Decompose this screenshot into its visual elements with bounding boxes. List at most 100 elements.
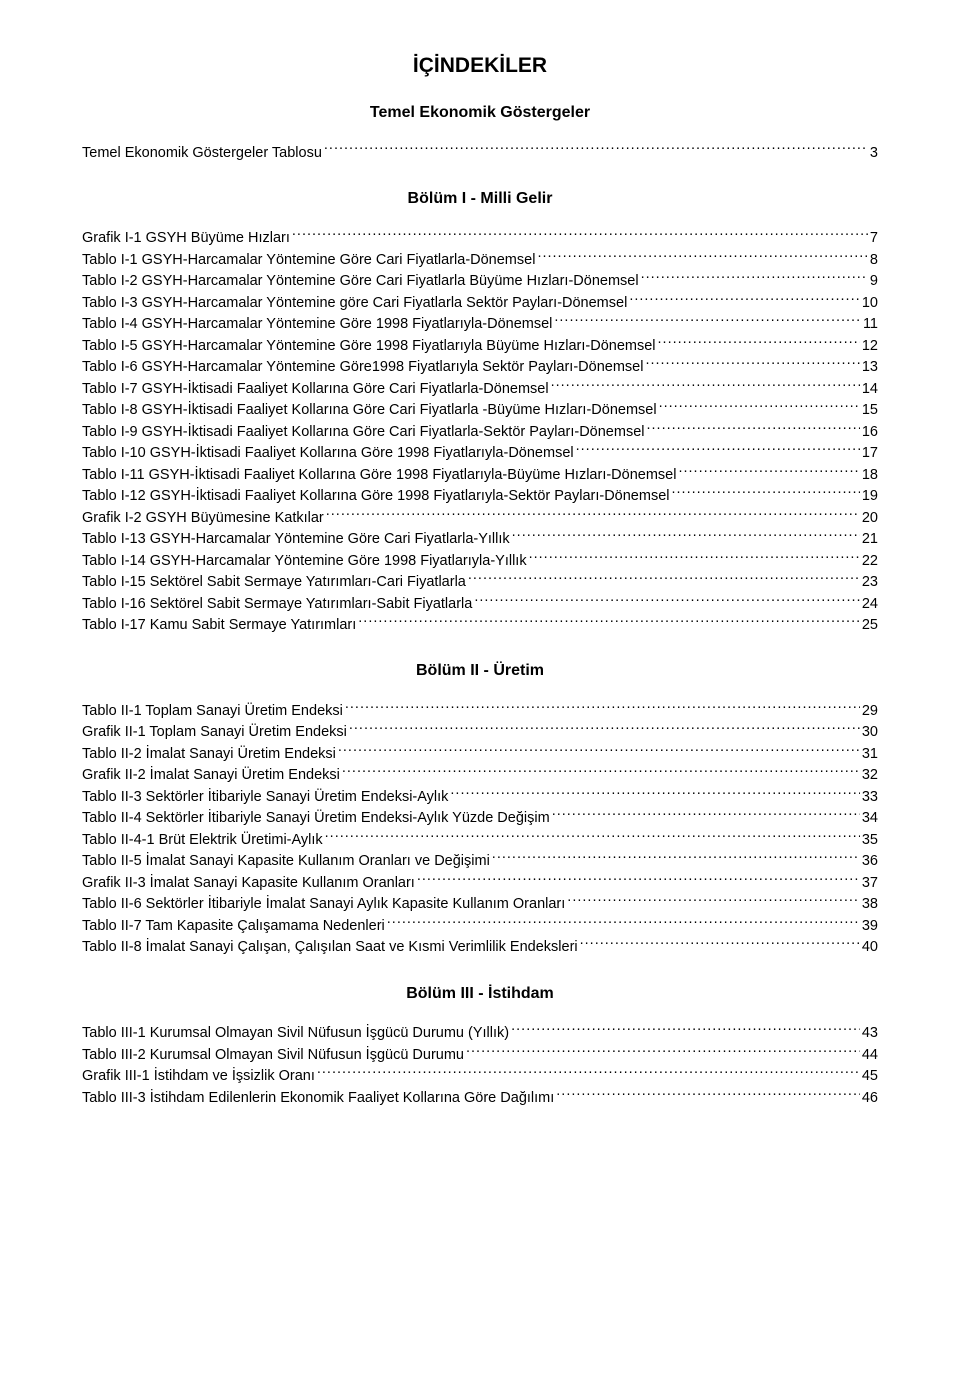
toc-leader-dots <box>580 937 860 952</box>
toc-label: Tablo I-1 GSYH-Harcamalar Yöntemine Göre… <box>82 250 535 271</box>
toc-row: Tablo I-4 GSYH-Harcamalar Yöntemine Göre… <box>82 314 878 336</box>
toc-leader-dots <box>645 357 859 372</box>
toc-label: Tablo III-3 İstihdam Edilenlerin Ekonomi… <box>82 1088 554 1109</box>
toc-label: Tablo I-2 GSYH-Harcamalar Yöntemine Göre… <box>82 271 639 292</box>
toc-row: Tablo I-3 GSYH-Harcamalar Yöntemine göre… <box>82 292 878 314</box>
toc-page-number: 21 <box>862 529 878 550</box>
toc-label: Grafik III-1 İstihdam ve İşsizlik Oranı <box>82 1066 315 1087</box>
toc-leader-dots <box>474 593 860 608</box>
toc-page-number: 33 <box>862 787 878 808</box>
toc-row: Tablo III-3 İstihdam Edilenlerin Ekonomi… <box>82 1087 878 1109</box>
toc-page-number: 3 <box>870 143 878 164</box>
toc-row: Tablo II-2 İmalat Sanayi Üretim Endeksi 3… <box>82 743 878 765</box>
toc-page-number: 20 <box>862 508 878 529</box>
toc-leader-dots <box>387 915 860 930</box>
toc-row: Tablo I-17 Kamu Sabit Sermaye Yatırımlar… <box>82 615 878 637</box>
toc-label: Tablo II-3 Sektörler İtibariyle Sanayi Ü… <box>82 787 448 808</box>
toc-row: Temel Ekonomik Göstergeler Tablosu3 <box>82 142 878 164</box>
toc-row: Tablo III-1 Kurumsal Olmayan Sivil Nüfus… <box>82 1023 878 1045</box>
toc-page-number: 11 <box>863 314 878 335</box>
toc-page-number: 18 <box>862 465 878 486</box>
toc-leader-dots <box>358 615 860 630</box>
toc-row: Tablo II-4 Sektörler İtibariyle Sanayi Ü… <box>82 808 878 830</box>
toc-label: Tablo I-4 GSYH-Harcamalar Yöntemine Göre… <box>82 314 552 335</box>
toc-page-number: 17 <box>862 443 878 464</box>
toc-label: Grafik II-1 Toplam Sanayi Üretim Endeksi <box>82 722 347 743</box>
toc-page-number: 30 <box>862 722 878 743</box>
toc-page-number: 13 <box>862 357 878 378</box>
toc-section: Bölüm II - Üretim Tablo II-1 Toplam Sanay… <box>82 662 878 958</box>
toc-row: Tablo I-8 GSYH-İktisadi Faaliyet Kolları… <box>82 400 878 422</box>
toc-page-number: 9 <box>870 271 878 292</box>
toc-page-number: 23 <box>862 572 878 593</box>
toc-row: Tablo I-11 GSYH-İktisadi Faaliyet Kollar… <box>82 464 878 486</box>
toc-row: Tablo II-3 Sektörler İtibariyle Sanayi Ü… <box>82 786 878 808</box>
toc-row: Tablo I-9 GSYH-İktisadi Faaliyet Kolları… <box>82 421 878 443</box>
toc-label: Tablo II-4-1 Brüt Elektrik Üretimi-Aylık <box>82 830 323 851</box>
toc-leader-dots <box>641 271 868 286</box>
toc-row: Tablo I-10 GSYH-İktisadi Faaliyet Kollar… <box>82 443 878 465</box>
toc-leader-dots <box>317 1066 860 1081</box>
toc-row: Tablo I-15 Sektörel Sabit Sermaye Yatırı… <box>82 572 878 594</box>
toc-page-number: 31 <box>862 744 878 765</box>
toc-leader-dots <box>450 786 859 801</box>
toc-page-number: 43 <box>862 1023 878 1044</box>
toc-label: Tablo II-1 Toplam Sanayi Üretim Endeksi <box>82 701 343 722</box>
toc-leader-dots <box>292 228 868 243</box>
toc-label: Tablo II-8 İmalat Sanayi Çalışan, Çalışı… <box>82 937 578 958</box>
toc-page-number: 14 <box>862 379 878 400</box>
toc-leader-dots <box>326 507 860 522</box>
toc-row: Tablo III-2 Kurumsal Olmayan Sivil Nüfus… <box>82 1044 878 1066</box>
toc-page-number: 8 <box>870 250 878 271</box>
toc-page-number: 40 <box>862 937 878 958</box>
toc-page-number: 19 <box>862 486 878 507</box>
toc-row: Grafik III-1 İstihdam ve İşsizlik Oranı4… <box>82 1066 878 1088</box>
toc-leader-dots <box>556 1087 860 1102</box>
toc-leader-dots <box>492 851 860 866</box>
toc-label: Tablo I-3 GSYH-Harcamalar Yöntemine göre… <box>82 293 627 314</box>
toc-page-number: 16 <box>862 422 878 443</box>
toc-page-number: 34 <box>862 808 878 829</box>
toc-page-number: 22 <box>862 551 878 572</box>
section-heading: Temel Ekonomik Göstergeler <box>82 104 878 122</box>
toc-row: Tablo II-5 İmalat Sanayi Kapasite Kullan… <box>82 851 878 873</box>
toc-label: Tablo I-16 Sektörel Sabit Sermaye Yatırı… <box>82 594 472 615</box>
toc-label: Tablo I-15 Sektörel Sabit Sermaye Yatırı… <box>82 572 466 593</box>
toc-leader-dots <box>512 529 860 544</box>
toc-page-number: 39 <box>862 916 878 937</box>
toc-row: Tablo I-16 Sektörel Sabit Sermaye Yatırı… <box>82 593 878 615</box>
toc-leader-dots <box>466 1044 860 1059</box>
toc-leader-dots <box>417 872 860 887</box>
toc-section: Temel Ekonomik Göstergeler Temel Ekonomik… <box>82 104 878 164</box>
toc-label: Grafik II-3 İmalat Sanayi Kapasite Kulla… <box>82 873 415 894</box>
section-heading: Bölüm II - Üretim <box>82 662 878 680</box>
toc-page-number: 38 <box>862 894 878 915</box>
toc-leader-dots <box>629 292 860 307</box>
toc-label: Tablo II-2 İmalat Sanayi Üretim Endeksi <box>82 744 336 765</box>
toc-label: Tablo III-1 Kurumsal Olmayan Sivil Nüfus… <box>82 1023 509 1044</box>
toc-page-number: 15 <box>862 400 878 421</box>
toc-label: Grafik I-2 GSYH Büyümesine Katkılar <box>82 508 324 529</box>
toc-row: Tablo I-2 GSYH-Harcamalar Yöntemine Göre… <box>82 271 878 293</box>
toc-page-number: 35 <box>862 830 878 851</box>
toc-label: Tablo I-13 GSYH-Harcamalar Yöntemine Gör… <box>82 529 510 550</box>
toc-label: Tablo II-4 Sektörler İtibariyle Sanayi Ü… <box>82 808 550 829</box>
toc-row: Tablo I-13 GSYH-Harcamalar Yöntemine Gör… <box>82 529 878 551</box>
toc-row: Tablo I-7 GSYH-İktisadi Faaliyet Kolları… <box>82 378 878 400</box>
toc-leader-dots <box>325 829 860 844</box>
toc-page-number: 7 <box>870 228 878 249</box>
toc-row: Grafik II-1 Toplam Sanayi Üretim Endeksi… <box>82 722 878 744</box>
toc-leader-dots <box>349 722 860 737</box>
section-heading: Bölüm III - İstihdam <box>82 985 878 1003</box>
toc-leader-dots <box>342 765 860 780</box>
toc-page-number: 29 <box>862 701 878 722</box>
toc-label: Grafik II-2 İmalat Sanayi Üretim Endeksi <box>82 765 340 786</box>
toc-section: Bölüm III - İstihdam Tablo III-1 Kurumsal… <box>82 985 878 1109</box>
toc-row: Tablo I-6 GSYH-Harcamalar Yöntemine Göre… <box>82 357 878 379</box>
toc-row: Tablo I-1 GSYH-Harcamalar Yöntemine Göre… <box>82 249 878 271</box>
toc-label: Tablo I-10 GSYH-İktisadi Faaliyet Kollar… <box>82 443 574 464</box>
toc-leader-dots <box>537 249 867 264</box>
toc-leader-dots <box>659 400 860 415</box>
toc-page-number: 12 <box>862 336 878 357</box>
toc-page-number: 10 <box>862 293 878 314</box>
